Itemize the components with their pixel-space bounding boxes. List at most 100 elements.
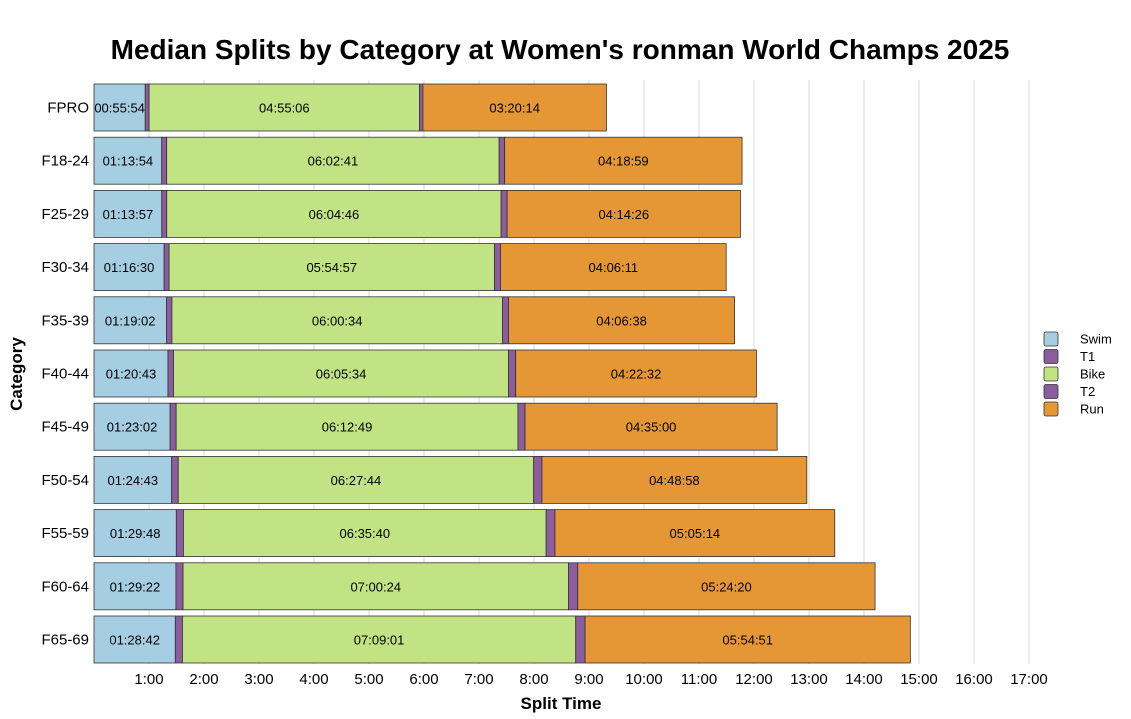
category-label: F65-69	[41, 632, 89, 649]
bar-segment-t2	[498, 136, 506, 185]
category-label: F30-34	[41, 259, 89, 276]
bar-segment-t2	[545, 509, 556, 558]
x-tick-labels: 1:00 2:00 3:00 4:00 5:00 6:00 7:00 8:00 9:00 10:0…	[134, 671, 1047, 688]
x-tick-label: 13:00	[790, 671, 828, 688]
x-tick-label: 11:00	[681, 671, 717, 688]
legend-label-t1: T1	[1080, 349, 1095, 364]
bar-segment-bike	[183, 509, 547, 558]
data-label-bike: 06:05:34	[316, 367, 367, 382]
data-label-run: 03:20:14	[489, 101, 540, 116]
data-label-run: 04:06:11	[589, 260, 639, 275]
data-label-run: 04:48:58	[649, 473, 700, 488]
data-label-swim: 01:23:02	[107, 420, 158, 435]
bar-segment-t2	[500, 189, 508, 238]
bar-segment-bike	[166, 189, 502, 238]
bar-segment-run	[504, 136, 743, 185]
x-tick-label: 8:00	[519, 671, 548, 688]
legend-swatch-bike	[1043, 366, 1059, 382]
bar-segment-bike	[148, 83, 421, 132]
x-tick-label: 3:00	[244, 671, 273, 688]
category-labels: FPRO F18-24 F25-29 F30-34 F35-39 F40-44 F45-49…	[41, 100, 89, 649]
data-label-run: 05:24:20	[701, 579, 752, 594]
bar-segment-t1	[175, 562, 184, 611]
bar-segment-run	[584, 615, 911, 664]
bar-segment-t1	[175, 509, 184, 558]
bar-segment-swim	[93, 615, 176, 664]
x-tick-label: 16:00	[955, 671, 993, 688]
data-label-bike: 07:09:01	[354, 633, 405, 648]
bar-segment-bike	[182, 615, 577, 664]
bar-segment-bike	[175, 402, 519, 451]
x-tick-label: 7:00	[464, 671, 493, 688]
legend-swatch-t2	[1043, 384, 1059, 399]
category-label: F35-39	[41, 312, 89, 329]
bar-segment-t2	[502, 296, 509, 345]
bar-segment-swim	[93, 402, 171, 451]
category-label: F60-64	[41, 578, 89, 595]
category-label: F45-49	[41, 419, 89, 436]
bar-segment-run	[541, 455, 808, 504]
data-label-bike: 06:12:49	[322, 420, 373, 435]
data-label-run: 04:06:38	[596, 313, 647, 328]
bar-segment-swim	[93, 83, 146, 132]
legend-label-t2: T2	[1080, 384, 1095, 399]
bar-segment-t1	[161, 136, 168, 185]
data-label-swim: 01:19:02	[105, 313, 156, 328]
x-tick-label: 4:00	[299, 671, 328, 688]
bar-segment-run	[506, 189, 741, 238]
data-label-swim: 01:13:54	[103, 154, 154, 169]
x-tick-label: 15:00	[900, 671, 938, 688]
bar-segment-swim	[93, 562, 177, 611]
legend-swatch-t1	[1043, 349, 1059, 364]
category-label: F50-54	[41, 472, 89, 489]
legend-label-run: Run	[1080, 402, 1104, 417]
x-tick-label: 12:00	[735, 671, 773, 688]
bar-segment-t1	[166, 296, 173, 345]
legend-label-bike: Bike	[1080, 367, 1105, 382]
data-label-swim: 01:29:48	[110, 526, 161, 541]
data-label-swim: 01:24:43	[108, 473, 159, 488]
x-tick-label: 10:00	[625, 671, 663, 688]
bar-segment-swim	[93, 189, 163, 238]
x-tick-label: 5:00	[354, 671, 383, 688]
bar-segment-run	[577, 562, 876, 611]
data-label-run: 04:35:00	[626, 420, 677, 435]
segment-labels: 00:55:54 04:55:06 03:20:14 01:13:54 06:02:41…	[94, 101, 773, 648]
data-label-bike: 05:54:57	[306, 260, 357, 275]
x-tick-label: 6:00	[409, 671, 438, 688]
bar-segment-t1	[161, 189, 168, 238]
bar-segment-t1	[167, 349, 174, 398]
bar-segment-run	[554, 509, 836, 558]
bar-segment-swim	[93, 349, 169, 398]
bar-segment-run	[515, 349, 757, 398]
data-label-swim: 01:29:22	[110, 579, 161, 594]
data-label-bike: 06:27:44	[331, 473, 382, 488]
data-label-run: 04:22:32	[611, 367, 662, 382]
bars	[93, 83, 911, 664]
x-tick-label: 2:00	[189, 671, 218, 688]
category-label: F55-59	[41, 525, 89, 542]
bar-segment-run	[524, 402, 778, 451]
data-label-run: 04:14:26	[598, 207, 649, 222]
legend-swatch-swim	[1043, 331, 1059, 347]
data-label-run: 04:18:59	[598, 154, 649, 169]
bar-segment-t2	[419, 83, 424, 132]
bar-segment-run	[422, 83, 607, 132]
x-tick-label: 1:00	[134, 671, 163, 688]
bar-segment-bike	[168, 243, 495, 292]
category-label: F40-44	[41, 366, 89, 383]
bar-segment-t2	[517, 402, 526, 451]
x-tick-label: 14:00	[845, 671, 883, 688]
data-label-bike: 06:35:40	[340, 526, 391, 541]
bar-segment-bike	[177, 455, 535, 504]
bar-segment-t2	[533, 455, 543, 504]
bar-segment-swim	[93, 509, 177, 558]
x-axis-title: Split Time	[521, 694, 602, 713]
data-label-bike: 06:02:41	[308, 154, 359, 169]
y-axis-title: Category	[7, 337, 26, 411]
bar-segment-t1	[144, 83, 150, 132]
bar-segment-bike	[173, 349, 509, 398]
bar-segment-t1	[171, 455, 179, 504]
x-tick-label: 9:00	[574, 671, 603, 688]
